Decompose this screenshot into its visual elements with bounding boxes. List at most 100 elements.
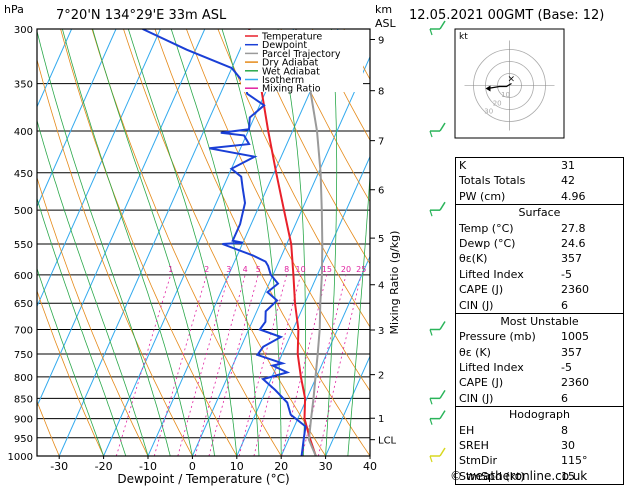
indices-row-label: CIN (J) (459, 298, 494, 312)
wind-barb-feather (439, 122, 446, 132)
indices-row-value: -5 (561, 267, 572, 281)
legend-label: Wet Adiabat (262, 66, 320, 77)
indices-row: θε(K) 357 (456, 251, 623, 266)
km-tick-label: 5 (378, 234, 384, 245)
pressure-tick-label: 800 (14, 373, 33, 384)
km-tick-label: 7 (378, 137, 384, 148)
indices-row: SREH 30 (456, 438, 623, 453)
isotherm (325, 354, 370, 456)
legend-label: Temperature (261, 32, 322, 43)
pressure-tick-label: 750 (14, 350, 33, 361)
indices-row: Totals Totals 42 (456, 173, 623, 188)
wet-adiabat (62, 29, 193, 456)
hodograph-section-title: Hodograph (509, 408, 570, 422)
dry-adiabat (37, 289, 104, 456)
indices-row-value: 24.6 (561, 236, 586, 250)
pressure-tick-label: 650 (14, 299, 33, 310)
wet-adiabat (170, 29, 260, 456)
legend-label: Dry Adiabat (262, 58, 319, 69)
indices-row-label: EH (459, 423, 475, 437)
hodograph-arrow (485, 85, 491, 92)
mixing-ratio-label: 4 (243, 265, 248, 274)
dry-adiabat (280, 29, 370, 203)
mixing-ratio-label: 8 (284, 265, 289, 274)
temperature-tick-label: -10 (139, 460, 157, 473)
wet-adiabat (92, 29, 215, 456)
isotherm (103, 29, 295, 456)
hodograph-ring-label: 30 (484, 108, 493, 116)
most-unstable-section-title: Most Unstable (500, 314, 579, 328)
indices-row-label: StmDir (459, 454, 498, 468)
isotherm (37, 29, 117, 208)
dry-adiabat (37, 400, 60, 456)
indices-row-value: 6 (561, 298, 568, 312)
hodograph-section: Hodograph EH 8 SREH 30 StmDir 115° StmSpd (kt) 1… (456, 406, 623, 484)
km-tick-label: 6 (378, 186, 384, 197)
wind-barb-feather (439, 321, 446, 330)
temperature-tick-label: 20 (274, 460, 288, 473)
indices-row-label: θε (K) (459, 345, 491, 359)
pressure-tick-label: 550 (14, 240, 33, 251)
x-axis-label: Dewpoint / Temperature (°C) (117, 472, 289, 486)
indices-row-value: 2360 (561, 376, 589, 390)
most-unstable-section: Most Unstable Pressure (mb) 1005 θε (K) 357 L… (456, 312, 623, 406)
wet-adiabat (37, 267, 104, 456)
km-tick-label: 2 (378, 371, 384, 382)
wind-barb-feather (439, 201, 446, 211)
indices-row-label: Temp (°C) (459, 221, 514, 235)
indices-table: K 31 Totals Totals 42 PW (cm) 4.96 Surface Temp… (455, 157, 624, 486)
pressure-tick-label: 500 (14, 206, 33, 217)
legend-label: Parcel Trajectory (262, 49, 341, 60)
pressure-tick-label: 700 (14, 326, 33, 337)
mixing-ratio-label: 2 (204, 265, 209, 274)
pressure-tick-label: 400 (14, 127, 33, 138)
indices-row-value: 6 (561, 391, 568, 405)
storm-motion-marker: × (508, 75, 516, 85)
wind-barb-feather (439, 389, 446, 399)
asl-unit: ASL (375, 17, 396, 30)
wind-barb-feather (439, 410, 446, 420)
temperature-tick-label: 30 (319, 460, 333, 473)
indices-row-label: Lifted Index (459, 267, 524, 281)
mixing-ratio-line (177, 274, 230, 456)
pressure-tick-label: 350 (14, 80, 33, 91)
indices-row-value: 42 (561, 174, 575, 188)
km-tick-label: 4 (378, 281, 384, 292)
indices-row-value: 1005 (561, 330, 589, 344)
indices-row: Lifted Index -5 (456, 360, 623, 375)
indices-row: CIN (J) 6 (456, 391, 623, 406)
isotherm (37, 29, 206, 408)
indices-row-value: 2360 (561, 283, 589, 297)
indices-row-label: Pressure (mb) (459, 330, 536, 344)
mixing-ratio-line (238, 274, 288, 456)
indices-row: StmSpd (kt) 15 (456, 469, 623, 484)
wind-barb (429, 321, 446, 336)
wind-barb (429, 447, 446, 463)
indices-row-value: 31 (561, 159, 575, 172)
km-tick-label: 3 (378, 326, 384, 337)
indices-row-value: 4.96 (561, 189, 586, 203)
mixing-ratio-label: 15 (322, 265, 332, 274)
indices-row: StmDir 115° (456, 453, 623, 468)
isotherm (37, 29, 161, 308)
surface-section-title: Surface (518, 206, 561, 220)
wind-barb (429, 122, 446, 138)
wind-barb (429, 410, 446, 425)
indices-row-label: SREH (459, 439, 489, 453)
isotherm (191, 55, 370, 456)
copyright-footer: © weatheronline.co.uk (450, 469, 588, 483)
indices-row-label: StmSpd (kt) (459, 469, 525, 483)
indices-row-value: 357 (561, 345, 582, 359)
mixing-ratio-line (115, 274, 172, 456)
temperature-tick-label: 40 (363, 460, 377, 473)
dry-adiabat (123, 29, 326, 456)
wet-adiabat (37, 29, 171, 456)
wind-barb-feather (439, 20, 446, 30)
mixing-ratio-line (153, 274, 207, 456)
indices-row: Lifted Index -5 (456, 267, 623, 282)
wind-barb-feather (439, 447, 446, 457)
isotherm (280, 255, 370, 456)
wind-barb (429, 389, 446, 405)
